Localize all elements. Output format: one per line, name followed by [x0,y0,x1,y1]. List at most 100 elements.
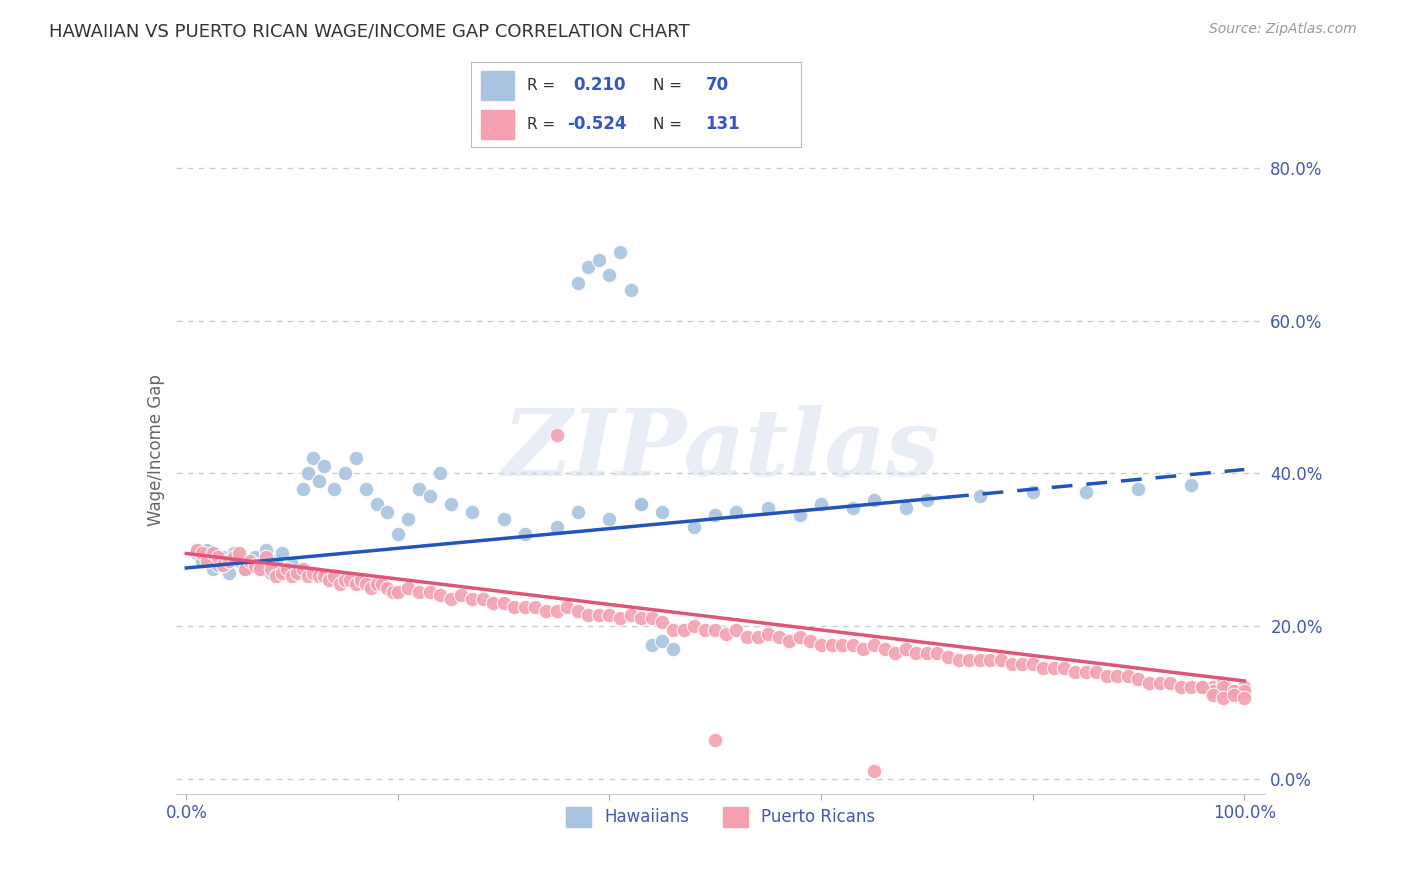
Point [588,607,610,622]
Point [201,562,224,576]
Point [1095,668,1118,682]
Point [576,260,599,275]
Point [308,474,330,488]
Point [419,489,441,503]
Point [1201,680,1223,694]
Point [1222,688,1244,702]
Point [291,562,314,576]
Point [1191,680,1213,694]
Point [440,497,463,511]
Point [212,558,235,572]
Point [1053,661,1076,675]
Point [186,546,208,561]
Text: R =: R = [527,78,561,93]
Point [831,638,853,652]
Point [381,584,404,599]
Point [1191,680,1213,694]
Point [990,653,1012,667]
Point [197,542,219,557]
Bar [481,71,515,100]
Point [281,558,304,572]
Point [233,562,256,576]
Point [323,482,346,496]
Point [482,596,505,610]
Point [948,653,970,667]
Point [239,558,262,572]
Point [333,467,356,481]
Point [1180,680,1202,694]
Text: -0.524: -0.524 [567,115,626,133]
Point [249,562,271,576]
Point [513,527,536,541]
Point [546,520,568,534]
Point [641,638,664,652]
Point [555,599,578,614]
Point [222,546,245,561]
Point [957,653,980,667]
Point [630,497,652,511]
Point [915,646,938,660]
Point [375,581,398,595]
Point [243,550,266,565]
Point [329,577,352,591]
Point [197,554,219,568]
Point [440,592,463,607]
Point [1128,673,1150,687]
Point [408,584,430,599]
Point [799,634,821,648]
Point [662,623,685,637]
Point [408,482,430,496]
Point [207,550,229,565]
Point [1222,683,1244,698]
Point [318,573,340,587]
Point [1201,688,1223,702]
Point [1212,683,1234,698]
Point [630,497,652,511]
Point [768,631,790,645]
Legend: Hawaiians, Puerto Ricans: Hawaiians, Puerto Ricans [560,800,882,834]
Point [630,611,652,625]
Point [567,504,589,518]
Point [429,467,451,481]
Point [1159,676,1181,690]
Point [228,546,250,561]
Point [905,646,928,660]
Point [1233,691,1256,706]
Point [387,527,409,541]
Point [398,581,420,595]
Point [756,626,779,640]
Point [683,619,706,633]
Point [704,508,727,523]
Point [1212,680,1234,694]
Point [249,562,271,576]
Point [704,733,727,747]
Point [354,577,377,591]
Point [398,512,420,526]
Point [287,566,309,580]
Point [1107,668,1129,682]
Point [704,623,727,637]
Text: 70: 70 [706,77,728,95]
Point [620,283,643,297]
Point [207,558,229,572]
Point [254,542,277,557]
Point [254,550,277,565]
Point [375,504,398,518]
Point [789,631,811,645]
Point [503,599,526,614]
Point [1074,665,1097,679]
Point [312,458,335,473]
Point [620,607,643,622]
Point [672,623,695,637]
Point [546,604,568,618]
Point [186,542,208,557]
Point [598,607,620,622]
Point [1137,676,1160,690]
Point [1233,680,1256,694]
Point [1212,691,1234,706]
Point [264,569,287,583]
Point [344,577,367,591]
Point [756,500,779,515]
Point [725,623,748,637]
Point [598,512,620,526]
